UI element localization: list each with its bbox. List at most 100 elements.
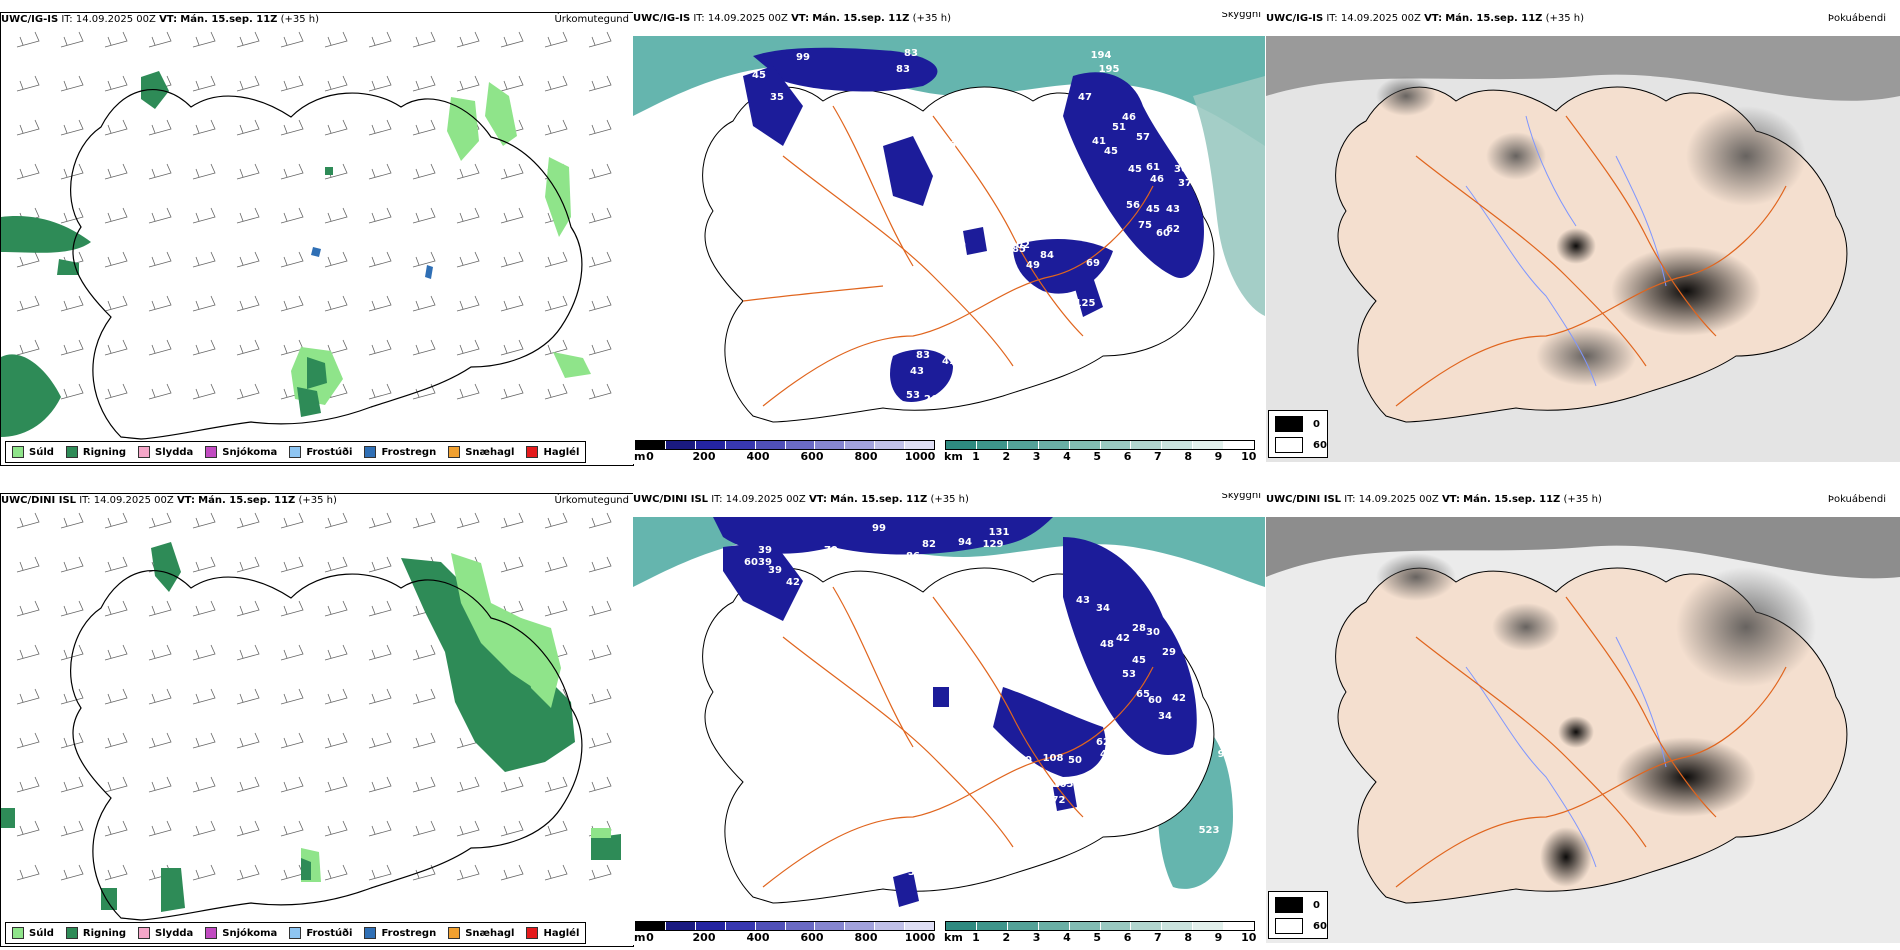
colorbar-tick: 1000 <box>904 931 936 944</box>
precip-map[interactable] <box>1 27 633 443</box>
wind-barb <box>16 163 40 180</box>
vt-label: VT: <box>808 494 827 505</box>
colorbar-bin <box>1131 441 1163 449</box>
lead-time: (+35 h) <box>1563 494 1602 505</box>
wind-barb <box>148 383 172 400</box>
snow-depth-label: 42 <box>786 577 800 588</box>
wind-barb <box>368 732 392 749</box>
wind-barb <box>368 776 392 793</box>
precip-panel-row2: UWC/DINI ISL IT: 14.09.2025 00Z VT: Mán.… <box>0 493 634 947</box>
snow-depth-label: 34 <box>1158 711 1172 722</box>
it-label: IT: <box>1326 13 1338 24</box>
wind-barb <box>280 732 304 749</box>
model-name: UWC/DINI ISL <box>633 494 709 505</box>
snow-depth-label: 59 <box>952 240 966 251</box>
snow-depth-label: 43 <box>1076 595 1090 606</box>
legend-swatch <box>526 446 539 458</box>
cloud-map[interactable] <box>1266 36 1900 462</box>
snow-depth-label: 86 <box>906 551 920 562</box>
visibility-map[interactable]: 99 83 83 45 35 50 56 56 66 12 14 89 59 85 84 49 69 125 37 8… <box>633 36 1265 436</box>
legend-item: Slydda <box>138 446 193 458</box>
legend-label: Frostregn <box>381 927 437 939</box>
colorbar-tick: 400 <box>746 931 770 944</box>
fog-legend-swatch-low <box>1275 918 1303 934</box>
wind-barb <box>16 119 40 136</box>
colorbar-bin <box>755 922 786 930</box>
wind-barb <box>368 339 392 356</box>
wind-barb <box>588 31 612 48</box>
wind-barb <box>368 119 392 136</box>
wind-barb <box>544 295 568 312</box>
colorbar-tick: 600 <box>800 450 824 463</box>
wind-barb <box>456 295 480 312</box>
snow-depth-label: 129 <box>983 539 1004 550</box>
legend-label: Snæhagl <box>465 446 515 458</box>
wind-barb <box>324 864 348 881</box>
panel-header: UWC/IG-IS IT: 14.09.2025 00Z VT: Mán. 15… <box>1266 12 1900 26</box>
wind-barb <box>324 512 348 529</box>
roads <box>742 105 1154 407</box>
colorbar-tick: 200 <box>692 931 716 944</box>
precip-map[interactable] <box>1 508 633 924</box>
wind-barb <box>324 295 348 312</box>
wind-barb <box>148 776 172 793</box>
wind-barb <box>60 75 84 92</box>
fog-legend-high: 0 <box>1313 418 1320 430</box>
visibility-map[interactable]: 129 99 82 94 131 79 86 92 39 60 39 39 42 40 78 43 34 28 48… <box>633 517 1265 917</box>
snow-depth-label: 42 <box>1116 633 1130 644</box>
wind-barb <box>368 31 392 48</box>
colorbar-bin <box>875 441 906 449</box>
snow-depth-label: 45 <box>1104 146 1118 157</box>
wind-barb <box>500 75 524 92</box>
wind-barb <box>500 556 524 573</box>
panel-header: UWC/DINI ISL IT: 14.09.2025 00Z VT: Mán.… <box>633 493 1265 507</box>
wind-barb <box>16 732 40 749</box>
snow-depth-label: 99 <box>872 523 886 534</box>
snow-depth-label: 56 <box>942 140 956 151</box>
snow-depth-label: 53 <box>1122 669 1136 680</box>
snow-depth-label: 101 <box>985 759 1006 770</box>
wind-barb <box>104 556 128 573</box>
wind-barb <box>588 556 612 573</box>
legend-label: Rigning <box>82 446 127 458</box>
legend-swatch <box>65 927 78 939</box>
wind-barb <box>588 339 612 356</box>
wind-barb <box>280 295 304 312</box>
it-label: IT: <box>79 495 91 506</box>
wind-barb <box>280 207 304 224</box>
wind-barb <box>368 75 392 92</box>
legend-label: Frostregn <box>381 446 437 458</box>
wind-barb <box>412 295 436 312</box>
wind-barb <box>412 644 436 661</box>
wind-barb <box>456 512 480 529</box>
wind-barb <box>16 556 40 573</box>
wind-barb <box>368 864 392 881</box>
colorbar-tick: 4 <box>1063 931 1071 944</box>
wind-barb <box>148 512 172 529</box>
vt-value: Mán. 15.sep. 11Z <box>1463 494 1561 505</box>
snow-depth-label: 62 <box>1166 224 1180 235</box>
legend-label: Súld <box>29 446 54 458</box>
wind-barb <box>236 251 260 268</box>
wind-barb <box>412 31 436 48</box>
vis-colorbar-ticks: 1 2 3 4 5 6 7 8 9 10 <box>945 931 1256 945</box>
wind-barb <box>280 820 304 837</box>
wind-barb <box>16 600 40 617</box>
colorbar-tick: 4 <box>1063 450 1071 463</box>
colorbar-bin <box>1069 922 1101 930</box>
snow-depth-label: 92 <box>882 565 896 576</box>
snow-depth-label: 30 <box>1146 627 1160 638</box>
wind-barb <box>368 295 392 312</box>
cloud-map[interactable] <box>1266 517 1900 943</box>
snow-depth-label: 57 <box>1136 132 1150 143</box>
colorbar-tick: 7 <box>1154 450 1162 463</box>
wind-barb <box>104 251 128 268</box>
wind-barb <box>16 295 40 312</box>
legend-swatch <box>205 446 218 458</box>
wind-barb <box>60 383 84 400</box>
legend-item: Snjókoma <box>205 927 277 939</box>
wind-barb <box>368 556 392 573</box>
wind-barb <box>16 820 40 837</box>
wind-barb <box>412 688 436 705</box>
